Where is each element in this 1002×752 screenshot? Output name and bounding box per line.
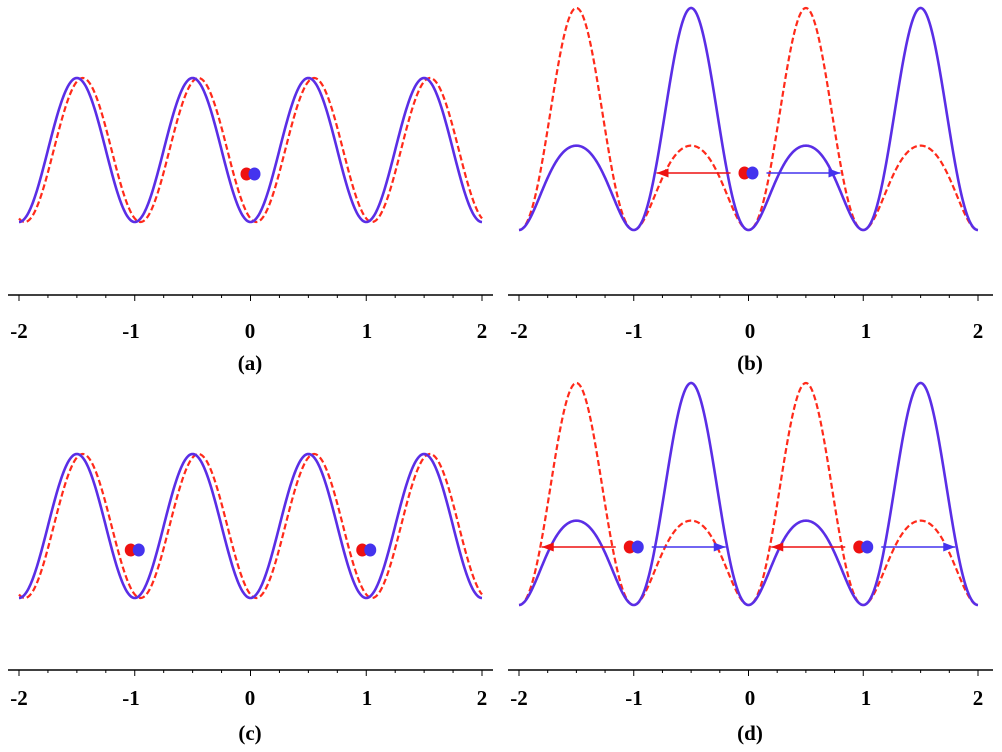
right-arrow-head: [828, 168, 841, 178]
blue-atom: [248, 167, 261, 181]
left-arrow-head: [541, 542, 554, 552]
red-dashed-potential: [518, 381, 979, 607]
tick-label: 1: [861, 319, 872, 343]
blue-solid-potential: [518, 381, 979, 607]
tick-label: -1: [625, 686, 643, 710]
red-dashed-potential: [18, 76, 483, 224]
blue-solid-potential: [518, 6, 979, 232]
blue-atom: [132, 543, 145, 557]
panel-b: -2 -1 0 1 2 (b): [508, 6, 993, 375]
blue-atom: [364, 543, 377, 557]
tick-label: 2: [973, 319, 984, 343]
tick-label: -1: [122, 319, 140, 343]
tick-label: -1: [122, 686, 140, 710]
atoms: [240, 167, 261, 181]
tick-label: 1: [861, 686, 872, 710]
blue-solid-potential: [18, 452, 483, 600]
panel-a: -2 -1 0 1 2 (a): [8, 76, 493, 375]
left-arrow-head: [771, 542, 784, 552]
blue-atom: [631, 540, 644, 554]
tick-label: 0: [245, 319, 256, 343]
axis-ticks: [518, 295, 979, 301]
tick-label: 2: [477, 686, 488, 710]
tick-label: 1: [362, 686, 373, 710]
blue-atom: [746, 166, 759, 180]
tick-label: 1: [362, 319, 373, 343]
red-dashed-potential: [518, 6, 979, 232]
panel-label: (c): [238, 721, 261, 745]
red-dashed-potential: [18, 452, 483, 600]
atoms: [623, 540, 874, 554]
tick-label: -2: [510, 319, 528, 343]
tick-label: 0: [745, 319, 756, 343]
tick-label: 2: [477, 319, 488, 343]
tick-label: -1: [625, 319, 643, 343]
blue-atom: [861, 540, 874, 554]
right-arrow-head: [713, 542, 726, 552]
tick-label: 0: [245, 686, 256, 710]
tick-label: 2: [973, 686, 984, 710]
axis-ticks: [518, 670, 979, 676]
arrows: [541, 542, 956, 552]
tick-label: -2: [10, 319, 28, 343]
panel-c: -2 -1 0 1 2 (c): [8, 452, 493, 745]
panel-d: -2 -1 0 1 2 (d): [508, 381, 993, 745]
axis-ticks: [18, 670, 483, 676]
blue-solid-potential: [18, 76, 483, 224]
axis-ticks: [18, 295, 483, 301]
left-arrow-head: [656, 168, 669, 178]
atoms: [124, 543, 377, 557]
panel-label: (a): [238, 351, 263, 375]
tick-label: 0: [745, 686, 756, 710]
panel-label: (b): [737, 351, 763, 375]
right-arrow-head: [943, 542, 956, 552]
tick-label: -2: [10, 686, 28, 710]
panel-label: (d): [737, 721, 763, 745]
arrows: [656, 168, 841, 178]
tick-label: -2: [510, 686, 528, 710]
atoms: [738, 166, 759, 180]
